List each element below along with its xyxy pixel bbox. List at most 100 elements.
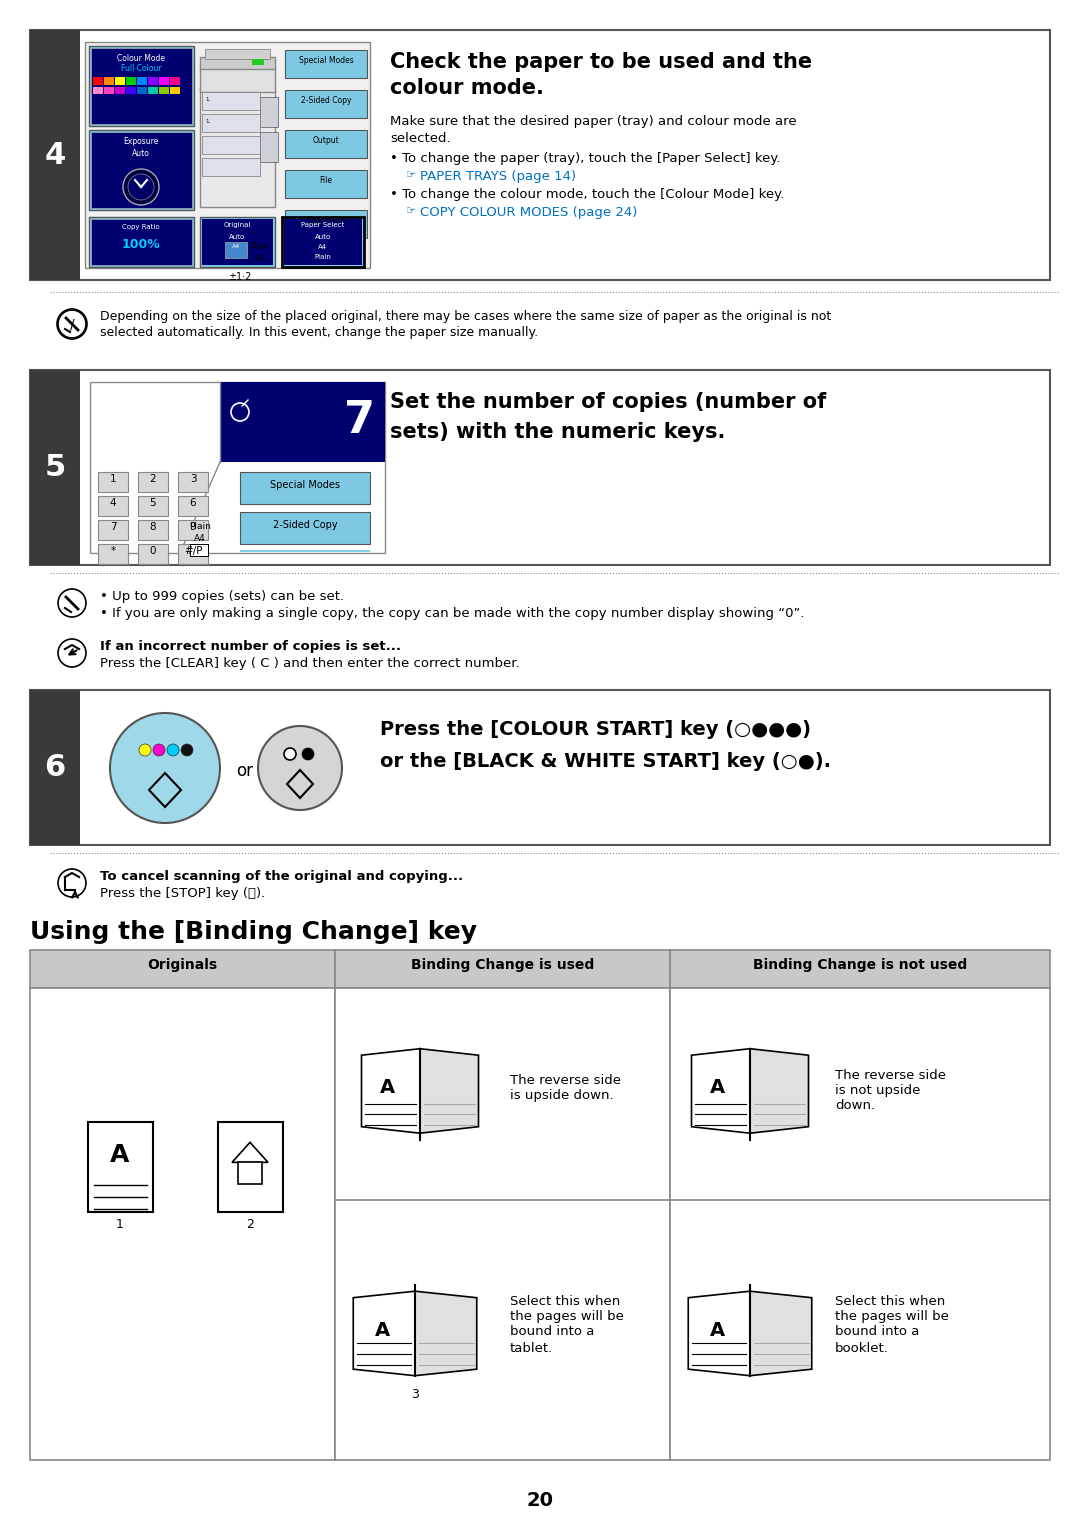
Bar [104,76,114,86]
Polygon shape [353,1291,415,1375]
Circle shape [57,309,87,339]
Bar [190,544,208,556]
Circle shape [110,714,220,824]
Bar [178,520,208,539]
Text: COPY COLOUR MODES (page 24): COPY COLOUR MODES (page 24) [420,206,637,219]
Text: 3: 3 [190,474,197,484]
Text: 9: 9 [190,523,197,532]
Bar [30,31,80,280]
Text: sets) with the numeric keys.: sets) with the numeric keys. [390,422,726,442]
Text: File: File [320,176,333,185]
Bar [91,131,192,208]
Text: colour mode.: colour mode. [390,78,544,98]
Bar [91,219,192,264]
Bar [91,47,192,124]
Text: 1: 1 [110,474,117,484]
Polygon shape [362,1048,420,1134]
Bar [137,76,147,86]
Bar [30,370,80,565]
Text: 7: 7 [345,399,375,442]
Text: is not upside: is not upside [835,1085,920,1097]
Text: To cancel scanning of the original and copying...: To cancel scanning of the original and c… [100,869,463,883]
Bar [238,1163,262,1184]
Bar [202,157,260,176]
Text: or the [BLACK & WHITE START] key (○●).: or the [BLACK & WHITE START] key (○●). [380,752,831,772]
Text: Binding Change is not used: Binding Change is not used [753,958,967,972]
Bar [670,950,1050,989]
Text: Special Modes: Special Modes [270,480,340,490]
Text: 4: 4 [110,498,117,507]
Text: tablet.: tablet. [510,1342,553,1355]
Text: • To change the paper (tray), touch the [Paper Select] key.: • To change the paper (tray), touch the … [390,151,781,165]
Text: 7: 7 [110,523,117,532]
Text: Auto: Auto [229,234,245,240]
Bar [138,544,168,564]
Bar [87,1123,152,1212]
Text: Colour Mode: Colour Mode [117,53,165,63]
Circle shape [167,744,179,756]
Text: Plain: Plain [314,254,332,260]
Bar [217,1123,283,1212]
Bar [282,217,364,267]
Bar [260,131,278,162]
Bar [285,209,367,238]
Bar [98,544,129,564]
Text: selected.: selected. [390,131,450,145]
Text: A: A [380,1079,395,1097]
Bar [285,50,367,78]
Bar [114,76,125,86]
Bar [225,241,247,258]
Bar [200,217,275,267]
Bar [202,136,260,154]
Circle shape [139,744,151,756]
Bar [89,46,194,125]
Text: 8: 8 [150,523,157,532]
Bar [138,472,168,492]
Text: 20: 20 [527,1490,554,1510]
Circle shape [284,749,296,759]
Text: 3: 3 [411,1389,419,1401]
Text: 6: 6 [44,753,66,782]
Text: ☞: ☞ [406,206,419,215]
Bar [285,130,367,157]
Text: 2-Sided Copy: 2-Sided Copy [300,96,351,105]
Bar [93,76,103,86]
Text: Make sure that the desired paper (tray) and colour mode are: Make sure that the desired paper (tray) … [390,115,797,128]
Text: Auto: Auto [315,234,332,240]
Text: 4: 4 [44,141,66,170]
Text: Paper Select: Paper Select [301,222,345,228]
Text: 1.: 1. [205,96,211,102]
Text: • Up to 999 copies (sets) can be set.: • Up to 999 copies (sets) can be set. [100,590,345,604]
Circle shape [153,744,165,756]
Bar [98,472,129,492]
Bar [220,382,384,461]
Circle shape [123,170,159,205]
Bar [104,87,114,95]
Text: the pages will be: the pages will be [510,1309,624,1323]
Circle shape [181,744,193,756]
Bar [200,67,275,92]
Polygon shape [688,1291,750,1375]
Polygon shape [691,1048,750,1134]
Text: Auto: Auto [132,150,150,157]
Text: selected automatically. In this event, change the paper size manually.: selected automatically. In this event, c… [100,325,538,339]
Bar [90,382,384,553]
Bar [98,520,129,539]
Text: Special Modes: Special Modes [299,57,353,66]
Bar [148,87,158,95]
Text: Quick File: Quick File [308,215,345,225]
Bar [335,989,670,1459]
Text: Press the [COLOUR START] key (○●●●): Press the [COLOUR START] key (○●●●) [380,720,811,740]
Bar [202,219,273,264]
Bar [240,550,370,552]
Bar [252,60,264,66]
Text: *: * [110,545,116,556]
Text: Original: Original [224,222,251,228]
Bar [137,87,147,95]
Text: • To change the colour mode, touch the [Colour Mode] key.: • To change the colour mode, touch the [… [390,188,784,202]
Bar [138,497,168,516]
Text: 5: 5 [44,452,66,481]
Text: A: A [710,1320,725,1340]
Text: down.: down. [835,1099,875,1112]
Bar [98,497,129,516]
